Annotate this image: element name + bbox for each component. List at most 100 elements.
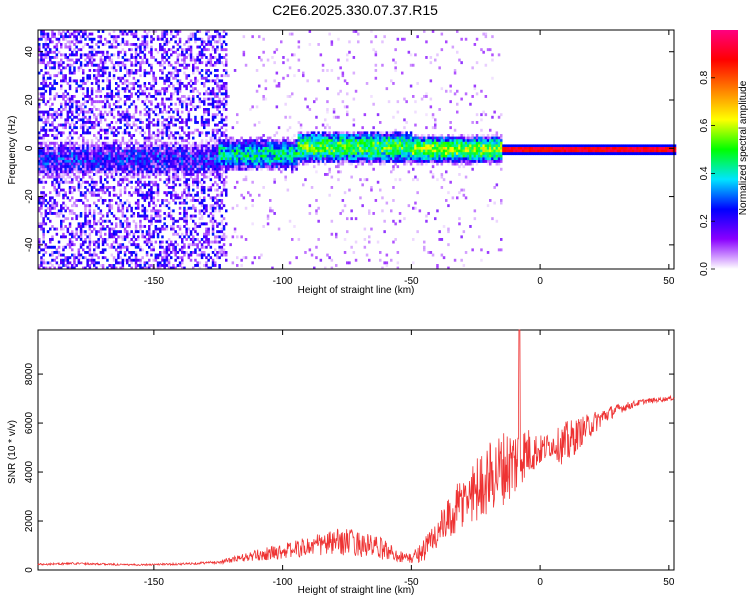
spectrogram-cell (110, 154, 114, 158)
spectrogram-cell (139, 160, 142, 163)
spectrogram-cell (194, 141, 197, 145)
spectrogram-cell (108, 126, 111, 130)
spectrogram-cell (181, 154, 184, 158)
spectrogram-cell (264, 139, 268, 143)
spectrogram-cell (181, 53, 184, 57)
spectrogram-cell (130, 186, 133, 189)
spectrogram-cell (115, 139, 118, 143)
spectrogram-cell (55, 170, 59, 174)
spectrogram-cell (330, 152, 334, 156)
spectrogram-cell (161, 37, 164, 41)
spectrogram-cell (185, 134, 188, 137)
spectrogram-cell (137, 126, 140, 130)
spectrogram-cell (38, 134, 41, 137)
spectrogram-cell (266, 217, 270, 221)
spectrogram-cell (97, 160, 100, 163)
spectrogram-cell (55, 43, 59, 46)
spectrogram-cell (68, 32, 72, 36)
spectrogram-cell (44, 173, 48, 176)
spectrogram-cell (134, 165, 138, 169)
spectrogram-cell (273, 50, 276, 54)
spectrogram-cell (249, 162, 252, 166)
spectrogram-cell (104, 97, 107, 101)
spectrogram-cell (218, 165, 221, 169)
spectrogram-cell (196, 105, 199, 109)
spectrogram-cell (216, 95, 219, 98)
spectrogram-cell (139, 126, 142, 130)
spectrogram-cell (88, 167, 92, 171)
spectrogram-cell (126, 232, 129, 236)
spectrogram-cell (117, 63, 120, 67)
spectrogram-cell (255, 160, 259, 163)
spectrogram-cell (304, 251, 307, 254)
spectrogram-cell (150, 264, 153, 267)
spectrogram-cell (86, 173, 89, 176)
spectrogram-cell (273, 162, 276, 166)
spectrogram-cell (277, 162, 281, 166)
spectrogram-cell (170, 30, 173, 33)
spectrogram-cell (337, 141, 340, 145)
spectrogram-cell (101, 225, 105, 228)
spectrogram-cell (161, 154, 164, 158)
spectrogram-cell (90, 214, 94, 218)
spectrogram-cell (71, 186, 74, 189)
spectrogram-cell (71, 50, 74, 54)
spectrogram-cell (293, 225, 296, 228)
spectrogram-cell (205, 30, 208, 33)
spectrogram-cell (55, 95, 59, 98)
spectrogram-cell (77, 199, 81, 202)
spectrogram-cell (117, 209, 120, 213)
spectrogram-cell (253, 149, 257, 153)
spectrogram-cell (99, 58, 103, 62)
spectrogram-cell (233, 149, 237, 153)
spectrogram-cell (73, 141, 76, 145)
spectrogram-cell (49, 113, 52, 117)
spectrogram-cell (90, 126, 94, 130)
spectrogram-cell (38, 58, 41, 62)
spectrogram-cell (148, 258, 151, 262)
spectrogram-cell (123, 188, 127, 192)
spectrogram-cell (90, 230, 94, 234)
spectrogram-cell (110, 170, 114, 174)
spectrogram-cell (99, 149, 103, 153)
spectrogram-cell (220, 48, 224, 52)
spectrogram-cell (55, 178, 59, 182)
spectrogram-cell (330, 160, 334, 163)
spectrogram-cell (84, 160, 87, 163)
spectrogram-cell (185, 97, 188, 101)
spectrogram-cell (62, 188, 65, 192)
spectrogram-cell (132, 84, 136, 88)
spectrogram-cell (207, 69, 210, 72)
spectrogram-cell (42, 121, 45, 124)
spectrogram-cell (112, 188, 116, 192)
spectrogram-cell (225, 139, 228, 143)
spectrogram-cell (159, 43, 162, 46)
spectrogram-cell (181, 144, 184, 148)
spectrogram-cell (108, 232, 111, 236)
spectrogram-cell (68, 225, 72, 228)
spectrogram-cell (38, 209, 41, 213)
spectrogram-cell (93, 134, 96, 137)
spectrogram-cell (216, 183, 219, 187)
spectrogram-cell (139, 152, 142, 156)
spectrogram-cell (44, 84, 48, 88)
spectrogram-cell (150, 66, 153, 70)
spectrogram-cell (209, 160, 213, 163)
spectrogram-cell (207, 154, 210, 158)
spectrogram-cell (161, 157, 164, 161)
spectrogram-cell (62, 147, 65, 150)
spectrogram-cell (251, 141, 254, 145)
spectrogram-cell (62, 149, 65, 153)
spectrogram-cell (132, 43, 136, 46)
spectrogram-cell (71, 141, 74, 145)
spectrogram-cell (66, 63, 70, 67)
spectrogram-cell (315, 136, 318, 140)
spectrogram-cell (222, 238, 226, 241)
spectrogram-cell (123, 227, 127, 231)
spectrogram-cell (132, 35, 136, 39)
spectrogram-cell (104, 102, 107, 106)
spectrogram-cell (172, 123, 175, 127)
spectrogram-cell (167, 264, 171, 267)
spectrogram-cell (64, 100, 67, 104)
spectrogram-cell (156, 37, 160, 41)
